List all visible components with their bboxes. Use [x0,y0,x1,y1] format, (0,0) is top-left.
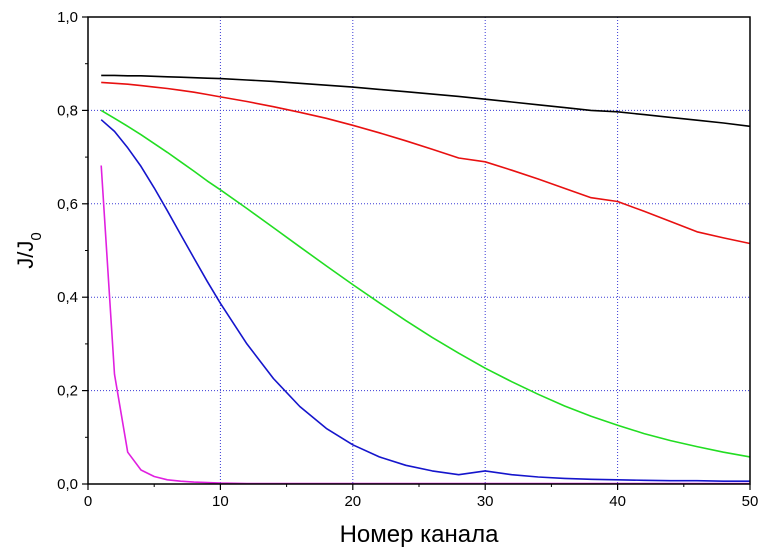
y-tick-label: 0,0 [57,476,78,493]
x-tick-label: 30 [477,493,494,510]
series-layer [100,74,751,485]
x-tick-label: 50 [742,493,759,510]
x-axis-title: Номер канала [340,521,500,548]
x-tick-label: 20 [344,493,361,510]
plot-frame [87,16,751,485]
y-tick-label: 0,6 [57,196,78,213]
y-tick-label: 0,4 [57,289,78,306]
x-tick-label: 10 [212,493,229,510]
x-tick-label: 40 [609,493,626,510]
y-axis-title-subscript: 0 [28,232,45,240]
series-line [100,109,751,458]
y-tick-label: 0,2 [57,383,78,400]
y-axis-title: J/J0 [13,232,45,268]
tick-layer: 0 10 20 30 40 50 0,0 0,2 0,4 0,6 0,8 1,0 [57,9,758,510]
y-axis-title-main: J/J [13,241,38,269]
y-tick-label: 0,8 [57,102,78,119]
series-line [100,119,750,483]
y-tick-label: 1,0 [57,9,78,26]
series-line [101,74,751,128]
series-line [101,81,751,245]
grid-layer [88,17,750,484]
x-tick-label: 0 [84,493,92,510]
